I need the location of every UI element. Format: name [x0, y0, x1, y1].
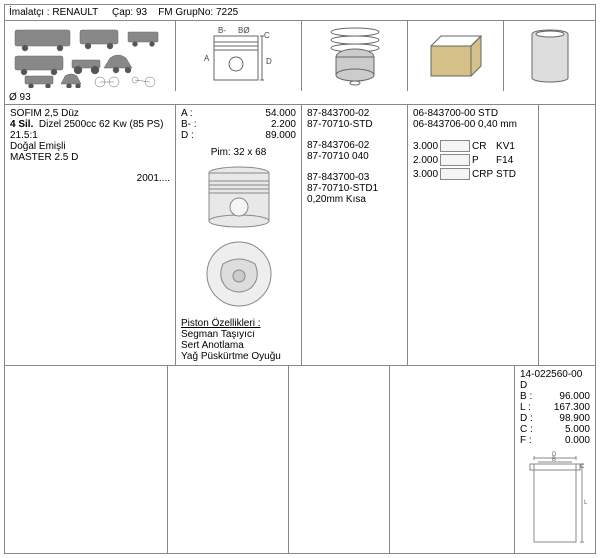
liner-col: 14-022560-00 D B : 96.000 L : 167.300 D : 9…	[515, 366, 595, 553]
lv-l: 167.300	[554, 402, 590, 413]
r2-b: F14	[496, 155, 513, 166]
ring-spec-2: 2.000 P F14	[413, 154, 533, 166]
vehicles-icon	[10, 24, 170, 88]
lv-d: 98.900	[559, 413, 590, 424]
feature-3: Yağ Püskürtme Oyuğu	[181, 351, 296, 362]
piston-dim-icon: A B- BØ C D	[194, 26, 284, 86]
bottom-c1	[5, 366, 168, 553]
ring-spec-1: 3.000 CR KV1	[413, 140, 533, 152]
p2-2: 06-843706-00 0,40 mm	[413, 119, 533, 130]
svg-text:B: B	[552, 457, 556, 463]
feature-2: Sert Anotlama	[181, 340, 296, 351]
a-val: 54.000	[265, 108, 296, 119]
header-bar: İmalatçı : RENAULT Çap: 93 FM GrupNo: 72…	[4, 4, 596, 21]
engine-cyl: 4 Sil.	[10, 119, 33, 130]
p1-2: 87-70710-STD	[307, 119, 402, 130]
icon-row: A B- BØ C D	[4, 21, 596, 91]
lv-b: 96.000	[559, 391, 590, 402]
feature-1: Segman Taşıyıcı	[181, 329, 296, 340]
diameter-val: Ø 93	[9, 92, 31, 103]
bottom-row: 14-022560-00 D B : 96.000 L : 167.300 D : 9…	[4, 366, 596, 554]
r3-b: STD	[496, 169, 516, 180]
r2-a: P	[472, 155, 494, 166]
lb-d: D :	[520, 413, 533, 424]
engine-model: MASTER 2.5 D	[10, 152, 170, 163]
p1-6: 87-70710-STD1	[307, 183, 402, 194]
engine-col: SOFIM 2,5 Düz 4 Sil. Dizel 2500cc 62 Kw …	[5, 105, 176, 365]
svg-text:L: L	[584, 500, 588, 506]
dims-col: A : 54.000 B- : 2.200 D : 89.000 Pim: 32 x …	[176, 105, 302, 365]
engine-name: SOFIM 2,5 Düz	[10, 108, 170, 119]
lb-b: B :	[520, 391, 532, 402]
cap-val: 93	[136, 7, 147, 18]
rings-col: 06-843700-00 STD 06-843706-00 0,40 mm 3.…	[408, 105, 539, 365]
ring-box-icon	[440, 168, 470, 180]
pim-val: Pim: 32 x 68	[181, 147, 296, 158]
r1-a: CR	[472, 141, 494, 152]
rings-icon	[320, 25, 390, 87]
p1-4: 87-70710 040	[307, 151, 402, 162]
liner-cell	[504, 21, 595, 91]
cap-label: Çap:	[112, 7, 133, 18]
empty-col	[539, 105, 595, 365]
svg-text:B-: B-	[218, 26, 226, 35]
svg-text:A: A	[204, 54, 210, 63]
lb-l: L :	[520, 402, 531, 413]
liner-icon	[525, 26, 575, 86]
main-data-row: SOFIM 2,5 Düz 4 Sil. Dizel 2500cc 62 Kw …	[4, 105, 596, 366]
p1-5: 87-843700-03	[307, 172, 402, 183]
bottom-c4	[390, 366, 515, 553]
liner-schematic-icon: D B L C	[520, 450, 590, 550]
piston-bowl-icon	[203, 238, 275, 310]
piston-top-icon	[203, 163, 275, 233]
r3-v: 3.000	[413, 169, 438, 180]
lb-f: F :	[520, 435, 532, 446]
p1-7: 0,20mm Kısa	[307, 194, 402, 205]
engine-asp: Doğal Emişli	[10, 141, 170, 152]
p1-1: 87-843700-02	[307, 108, 402, 119]
lv-c: 5.000	[565, 424, 590, 435]
ring-box-icon	[440, 140, 470, 152]
svg-text:D: D	[266, 57, 272, 66]
a-label: A :	[181, 108, 193, 119]
ring-spec-3: 3.000 CRP STD	[413, 168, 533, 180]
vehicles-cell	[5, 21, 176, 91]
b-val: 2.200	[271, 119, 296, 130]
engine-desc: Dizel 2500cc 62 Kw (85 PS) 21.5:1	[10, 119, 163, 141]
bottom-c2	[168, 366, 288, 553]
lv-f: 0.000	[565, 435, 590, 446]
features-title: Piston Özellikleri :	[181, 318, 296, 329]
r2-v: 2.000	[413, 155, 438, 166]
b-label: B- :	[181, 119, 197, 130]
svg-text:C: C	[580, 464, 585, 470]
p2-1: 06-843700-00 STD	[413, 108, 533, 119]
parts1-col: 87-843700-02 87-70710-STD 87-843706-02 8…	[302, 105, 408, 365]
filter-icon	[421, 31, 491, 81]
fm-label: FM GrupNo:	[158, 7, 213, 18]
diameter-row: Ø 93	[4, 91, 596, 105]
mfr-val: RENAULT	[52, 7, 98, 18]
piston-dim-cell: A B- BØ C D	[176, 21, 302, 91]
r3-a: CRP	[472, 169, 494, 180]
engine-year: 2001....	[10, 173, 170, 184]
d-label: D :	[181, 130, 194, 141]
p1-3: 87-843706-02	[307, 140, 402, 151]
r1-b: KV1	[496, 141, 515, 152]
mfr-label: İmalatçı :	[9, 7, 50, 18]
rings-cell	[302, 21, 408, 91]
liner-code: 14-022560-00 D	[520, 369, 590, 391]
lb-c: C :	[520, 424, 533, 435]
fm-val: 7225	[216, 7, 238, 18]
ring-box-icon	[440, 154, 470, 166]
bottom-c3	[289, 366, 390, 553]
d-val: 89.000	[265, 130, 296, 141]
engine-line2: 4 Sil. Dizel 2500cc 62 Kw (85 PS) 21.5:1	[10, 119, 170, 141]
svg-text:C: C	[264, 31, 270, 40]
r1-v: 3.000	[413, 141, 438, 152]
svg-text:BØ: BØ	[238, 26, 250, 35]
filter-cell	[408, 21, 504, 91]
